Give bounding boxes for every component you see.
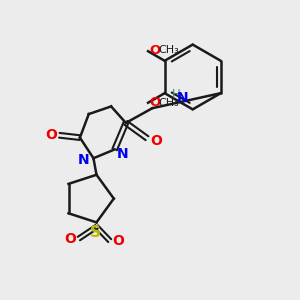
Text: O: O: [45, 128, 57, 142]
Text: O: O: [64, 232, 76, 246]
Text: O: O: [149, 96, 160, 109]
Text: CH₃: CH₃: [159, 98, 179, 108]
Text: N: N: [78, 153, 89, 167]
Text: N: N: [177, 91, 189, 105]
Text: N: N: [116, 146, 128, 161]
Text: S: S: [89, 225, 100, 240]
Text: O: O: [113, 234, 124, 248]
Text: O: O: [150, 134, 162, 148]
Text: H: H: [172, 88, 181, 101]
Text: O: O: [149, 44, 160, 57]
Text: CH₃: CH₃: [159, 45, 179, 55]
